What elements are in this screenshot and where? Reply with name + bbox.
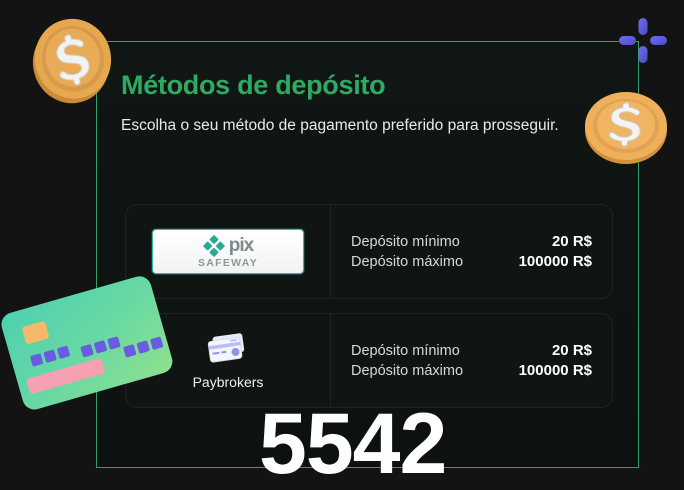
pix-logo-cell: pix SAFEWAY xyxy=(126,205,331,298)
page-subtitle: Escolha o seu método de pagamento prefer… xyxy=(121,117,559,135)
pix-min-row: Depósito mínimo 20 R$ xyxy=(351,233,592,250)
paybrokers-min-value: 20 R$ xyxy=(551,342,592,359)
pix-max-value: 100000 R$ xyxy=(518,253,592,270)
payment-method-pix[interactable]: pix SAFEWAY Depósito mínimo 20 R$ Depósi… xyxy=(125,204,613,299)
pix-wordmark: pix xyxy=(228,235,254,257)
credit-card-illustration xyxy=(0,265,180,425)
coin-dollar-icon-top-left xyxy=(19,4,125,114)
paybrokers-amounts: Depósito mínimo 20 R$ Depósito máximo 10… xyxy=(331,342,612,379)
pix-logo-top: pix xyxy=(203,234,254,257)
overlay-big-number: 5542 xyxy=(259,396,447,490)
paybrokers-max-label: Depósito máximo xyxy=(351,363,464,379)
page-title: Métodos de depósito xyxy=(121,70,386,100)
pix-diamond-icon xyxy=(203,234,225,257)
deposit-methods-panel: Métodos de depósito Escolha o seu método… xyxy=(96,41,639,468)
pix-min-label: Depósito mínimo xyxy=(351,234,460,250)
payment-methods-list: pix SAFEWAY Depósito mínimo 20 R$ Depósi… xyxy=(125,204,613,422)
paybrokers-logo-cell: Paybrokers xyxy=(126,314,331,407)
pix-safeway-label: SAFEWAY xyxy=(197,257,259,270)
pix-max-row: Depósito máximo 100000 R$ xyxy=(351,253,592,270)
paybrokers-min-row: Depósito mínimo 20 R$ xyxy=(351,342,592,359)
panel-heading: Métodos de depósito Escolha o seu método… xyxy=(121,70,591,138)
paybrokers-max-value: 100000 R$ xyxy=(518,362,592,379)
pix-max-label: Depósito máximo xyxy=(351,254,464,270)
plus-sparkle-icon xyxy=(617,16,669,65)
pix-amounts: Depósito mínimo 20 R$ Depósito máximo 10… xyxy=(331,233,612,270)
paybrokers-max-row: Depósito máximo 100000 R$ xyxy=(351,362,592,379)
pix-min-value: 20 R$ xyxy=(551,233,592,250)
paybrokers-label: Paybrokers xyxy=(192,374,264,390)
coin-dollar-icon-right xyxy=(583,86,669,166)
pix-logo-plate: pix SAFEWAY xyxy=(152,229,304,274)
credit-card-icon xyxy=(207,333,245,363)
payment-method-paybrokers[interactable]: Paybrokers Depósito mínimo 20 R$ Depósit… xyxy=(125,313,613,408)
paybrokers-min-label: Depósito mínimo xyxy=(351,343,460,359)
